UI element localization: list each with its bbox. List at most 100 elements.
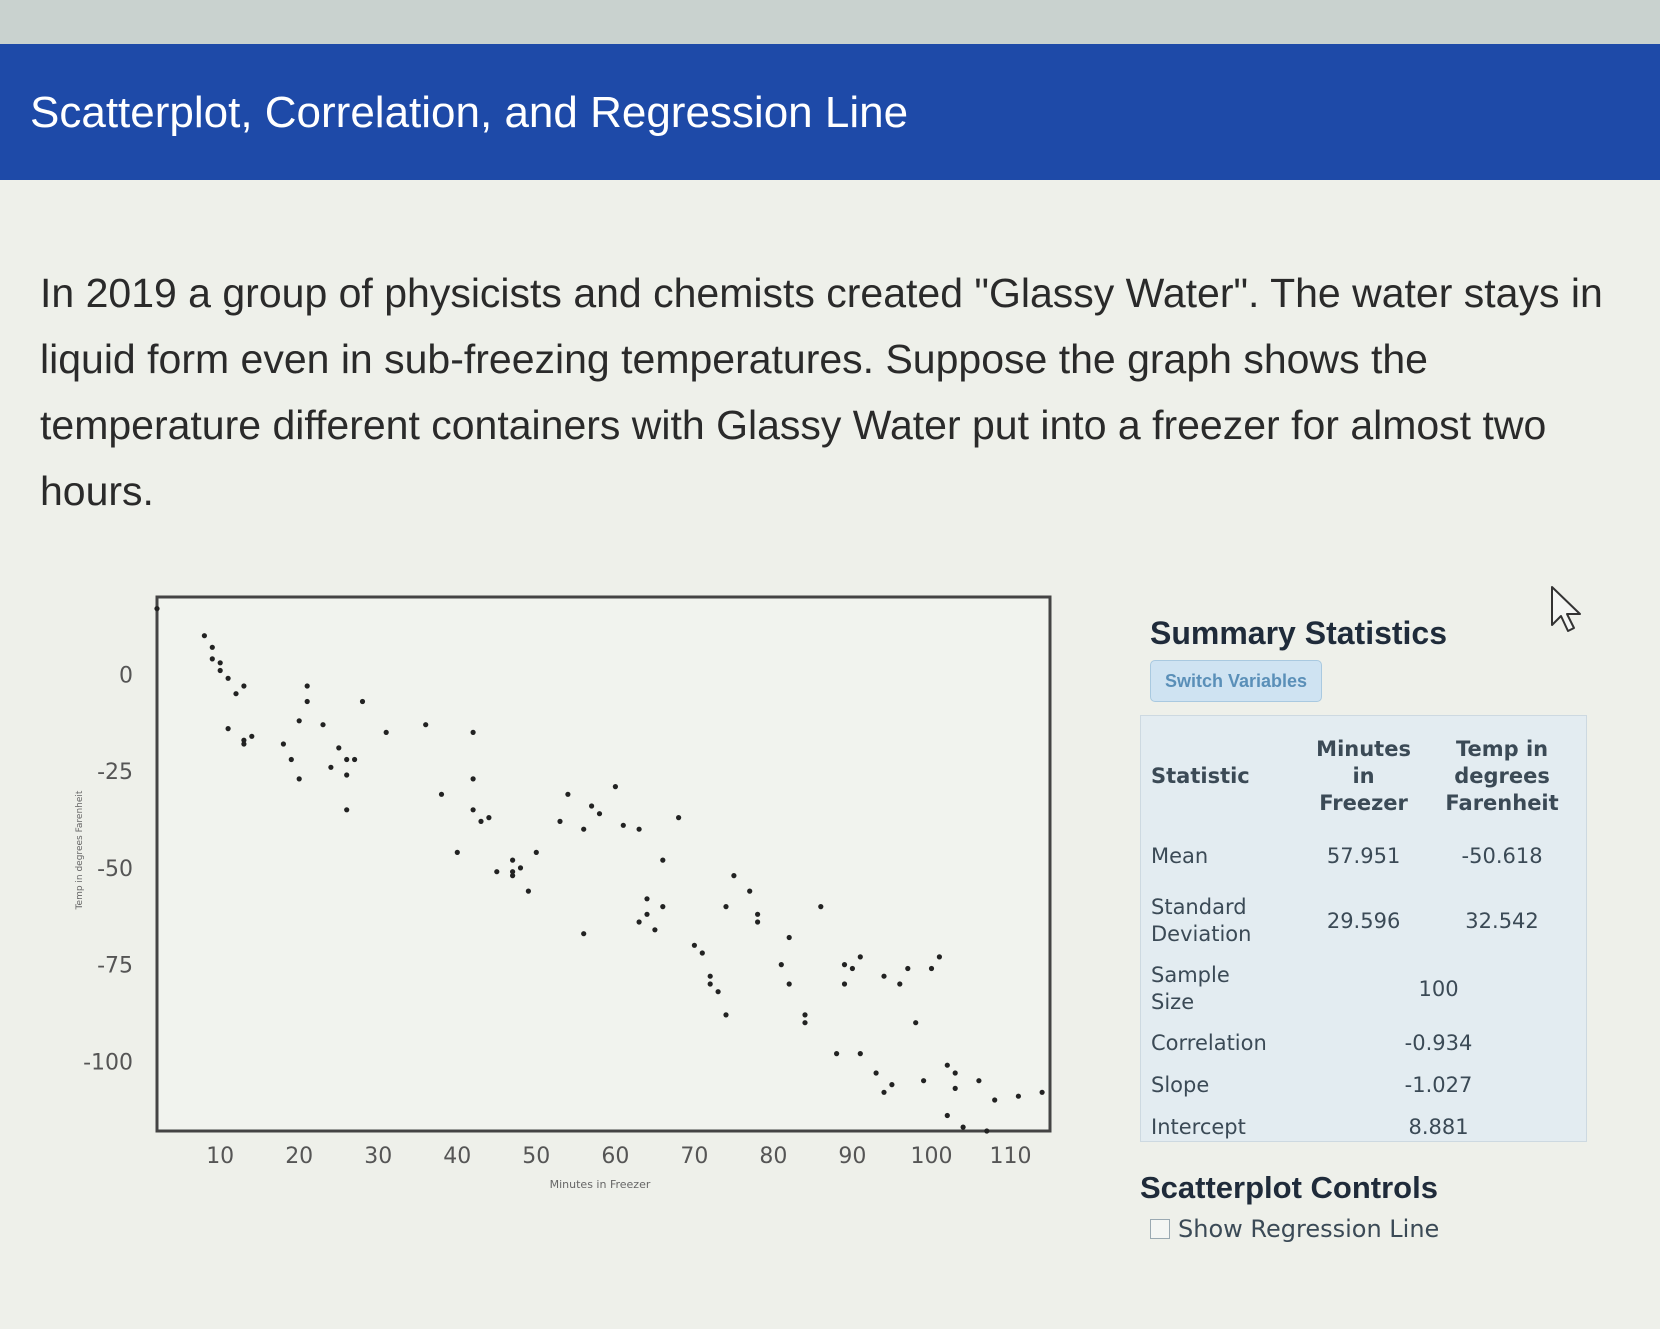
- scatterplot-svg: 10 20 30 40 50 60 70 80 90 100 110 0-25-50-75-100 …: [75, 595, 1052, 1191]
- data-point: [233, 691, 239, 697]
- data-point: [359, 698, 366, 705]
- data-point: [786, 981, 792, 987]
- data-point: [470, 776, 476, 782]
- data-point: [241, 737, 247, 743]
- data-point: [834, 1051, 840, 1057]
- data-point: [818, 904, 824, 910]
- data-point: [217, 667, 223, 674]
- data-point: [217, 660, 223, 666]
- data-point: [660, 857, 666, 863]
- data-point: [849, 965, 856, 972]
- regression-label: Show Regression Line: [1178, 1215, 1440, 1243]
- data-point: [1015, 1093, 1022, 1099]
- points-layer: [154, 606, 1045, 1134]
- sd-y-value: 32.542: [1465, 909, 1539, 933]
- data-point: [510, 857, 516, 863]
- data-point: [707, 981, 713, 987]
- table-header-row: Statistic Minutes in Freezer Temp in deg…: [1147, 726, 1577, 826]
- data-point: [691, 942, 698, 948]
- x-tick-label: 40: [443, 1144, 471, 1169]
- data-point: [644, 896, 650, 902]
- data-point: [921, 1078, 927, 1084]
- data-point: [533, 849, 539, 855]
- summary-statistics-panel: Summary Statistics Switch Variables Stat…: [1140, 615, 1590, 1142]
- browser-top-strip: [0, 0, 1660, 44]
- data-point: [984, 1128, 990, 1134]
- switch-variables-button[interactable]: Switch Variables: [1150, 660, 1323, 702]
- statistics-table: Statistic Minutes in Freezer Temp in deg…: [1147, 726, 1577, 1148]
- data-point: [857, 1051, 863, 1057]
- sd-label-line2: Deviation: [1151, 922, 1252, 946]
- x-tick-label: 10: [206, 1144, 234, 1169]
- sd-x-value: 29.596: [1326, 909, 1401, 933]
- mean-y-value: -50.618: [1461, 844, 1543, 868]
- data-point: [676, 815, 682, 821]
- data-point: [652, 927, 658, 933]
- data-point: [636, 919, 642, 925]
- sd-label-line1: Standard: [1151, 895, 1247, 919]
- data-point: [344, 772, 350, 778]
- data-point: [304, 698, 310, 705]
- col-y-line2: degrees: [1454, 763, 1550, 788]
- mean-label: Mean: [1151, 843, 1209, 868]
- slope-value: -1.027: [1404, 1073, 1473, 1097]
- y-axis-label: Temp in degrees Farenheit: [75, 790, 85, 910]
- data-point: [581, 826, 587, 832]
- data-point: [976, 1078, 982, 1084]
- x-tick-label: 50: [522, 1144, 550, 1169]
- data-point: [478, 818, 484, 824]
- intro-paragraph: In 2019 a group of physicists and chemis…: [40, 270, 1603, 514]
- y-tick-label: -75: [97, 954, 133, 979]
- sample-size-value: 100: [1418, 977, 1459, 1001]
- data-point: [557, 818, 563, 824]
- x-tick-label: 70: [680, 1144, 708, 1169]
- scatterplot-controls-title: Scatterplot Controls: [1140, 1170, 1438, 1205]
- data-point: [423, 722, 429, 728]
- data-point: [857, 954, 863, 960]
- data-point: [612, 784, 619, 790]
- data-point: [589, 803, 595, 809]
- data-point: [510, 873, 516, 879]
- col-y-line1: Temp in: [1455, 736, 1549, 761]
- scatterplot-chart: 10 20 30 40 50 60 70 80 90 100 110 0 -25 -50 -75 -100 …: [60, 595, 1110, 1255]
- col-statistic-header: Statistic: [1147, 726, 1300, 826]
- data-point: [944, 1112, 950, 1119]
- data-point: [644, 911, 650, 917]
- statistics-table-box: Statistic Minutes in Freezer Temp in deg…: [1140, 715, 1587, 1142]
- data-point: [517, 865, 524, 871]
- data-point: [296, 776, 302, 782]
- y-tick-label: 0: [119, 663, 133, 688]
- data-point: [707, 973, 713, 979]
- x-tick-label: 60: [601, 1144, 629, 1169]
- col-x-line2: in: [1352, 763, 1375, 788]
- data-point: [209, 656, 215, 662]
- plot-area: [155, 595, 1052, 1133]
- data-point: [494, 869, 500, 875]
- data-point: [944, 1062, 950, 1068]
- data-point: [344, 756, 350, 763]
- page-header: Scatterplot, Correlation, and Regression…: [0, 44, 1660, 180]
- table-row: Mean 57.951 -50.618: [1147, 826, 1577, 886]
- data-point: [747, 888, 753, 894]
- data-point: [660, 904, 666, 910]
- data-point: [225, 726, 231, 732]
- data-point: [565, 791, 571, 797]
- data-point: [960, 1124, 966, 1130]
- data-point: [581, 931, 587, 937]
- data-point: [841, 962, 848, 968]
- mean-x-value: 57.951: [1326, 844, 1401, 868]
- data-point: [525, 888, 531, 894]
- data-point: [296, 718, 302, 724]
- y-tick-label: -100: [83, 1050, 133, 1075]
- data-point: [889, 1082, 895, 1088]
- slope-label: Slope: [1151, 1072, 1210, 1097]
- data-point: [486, 815, 492, 821]
- regression-checkbox[interactable]: [1150, 1219, 1170, 1239]
- x-axis-label: Minutes in Freezer: [550, 1178, 651, 1191]
- data-point: [304, 683, 310, 689]
- data-point: [928, 965, 935, 972]
- data-point: [241, 683, 247, 689]
- show-regression-line-toggle[interactable]: Show Regression Line: [1150, 1215, 1439, 1243]
- y-ticks: 0 -25 -50 -75 -100: [83, 663, 133, 1075]
- data-point: [992, 1097, 998, 1103]
